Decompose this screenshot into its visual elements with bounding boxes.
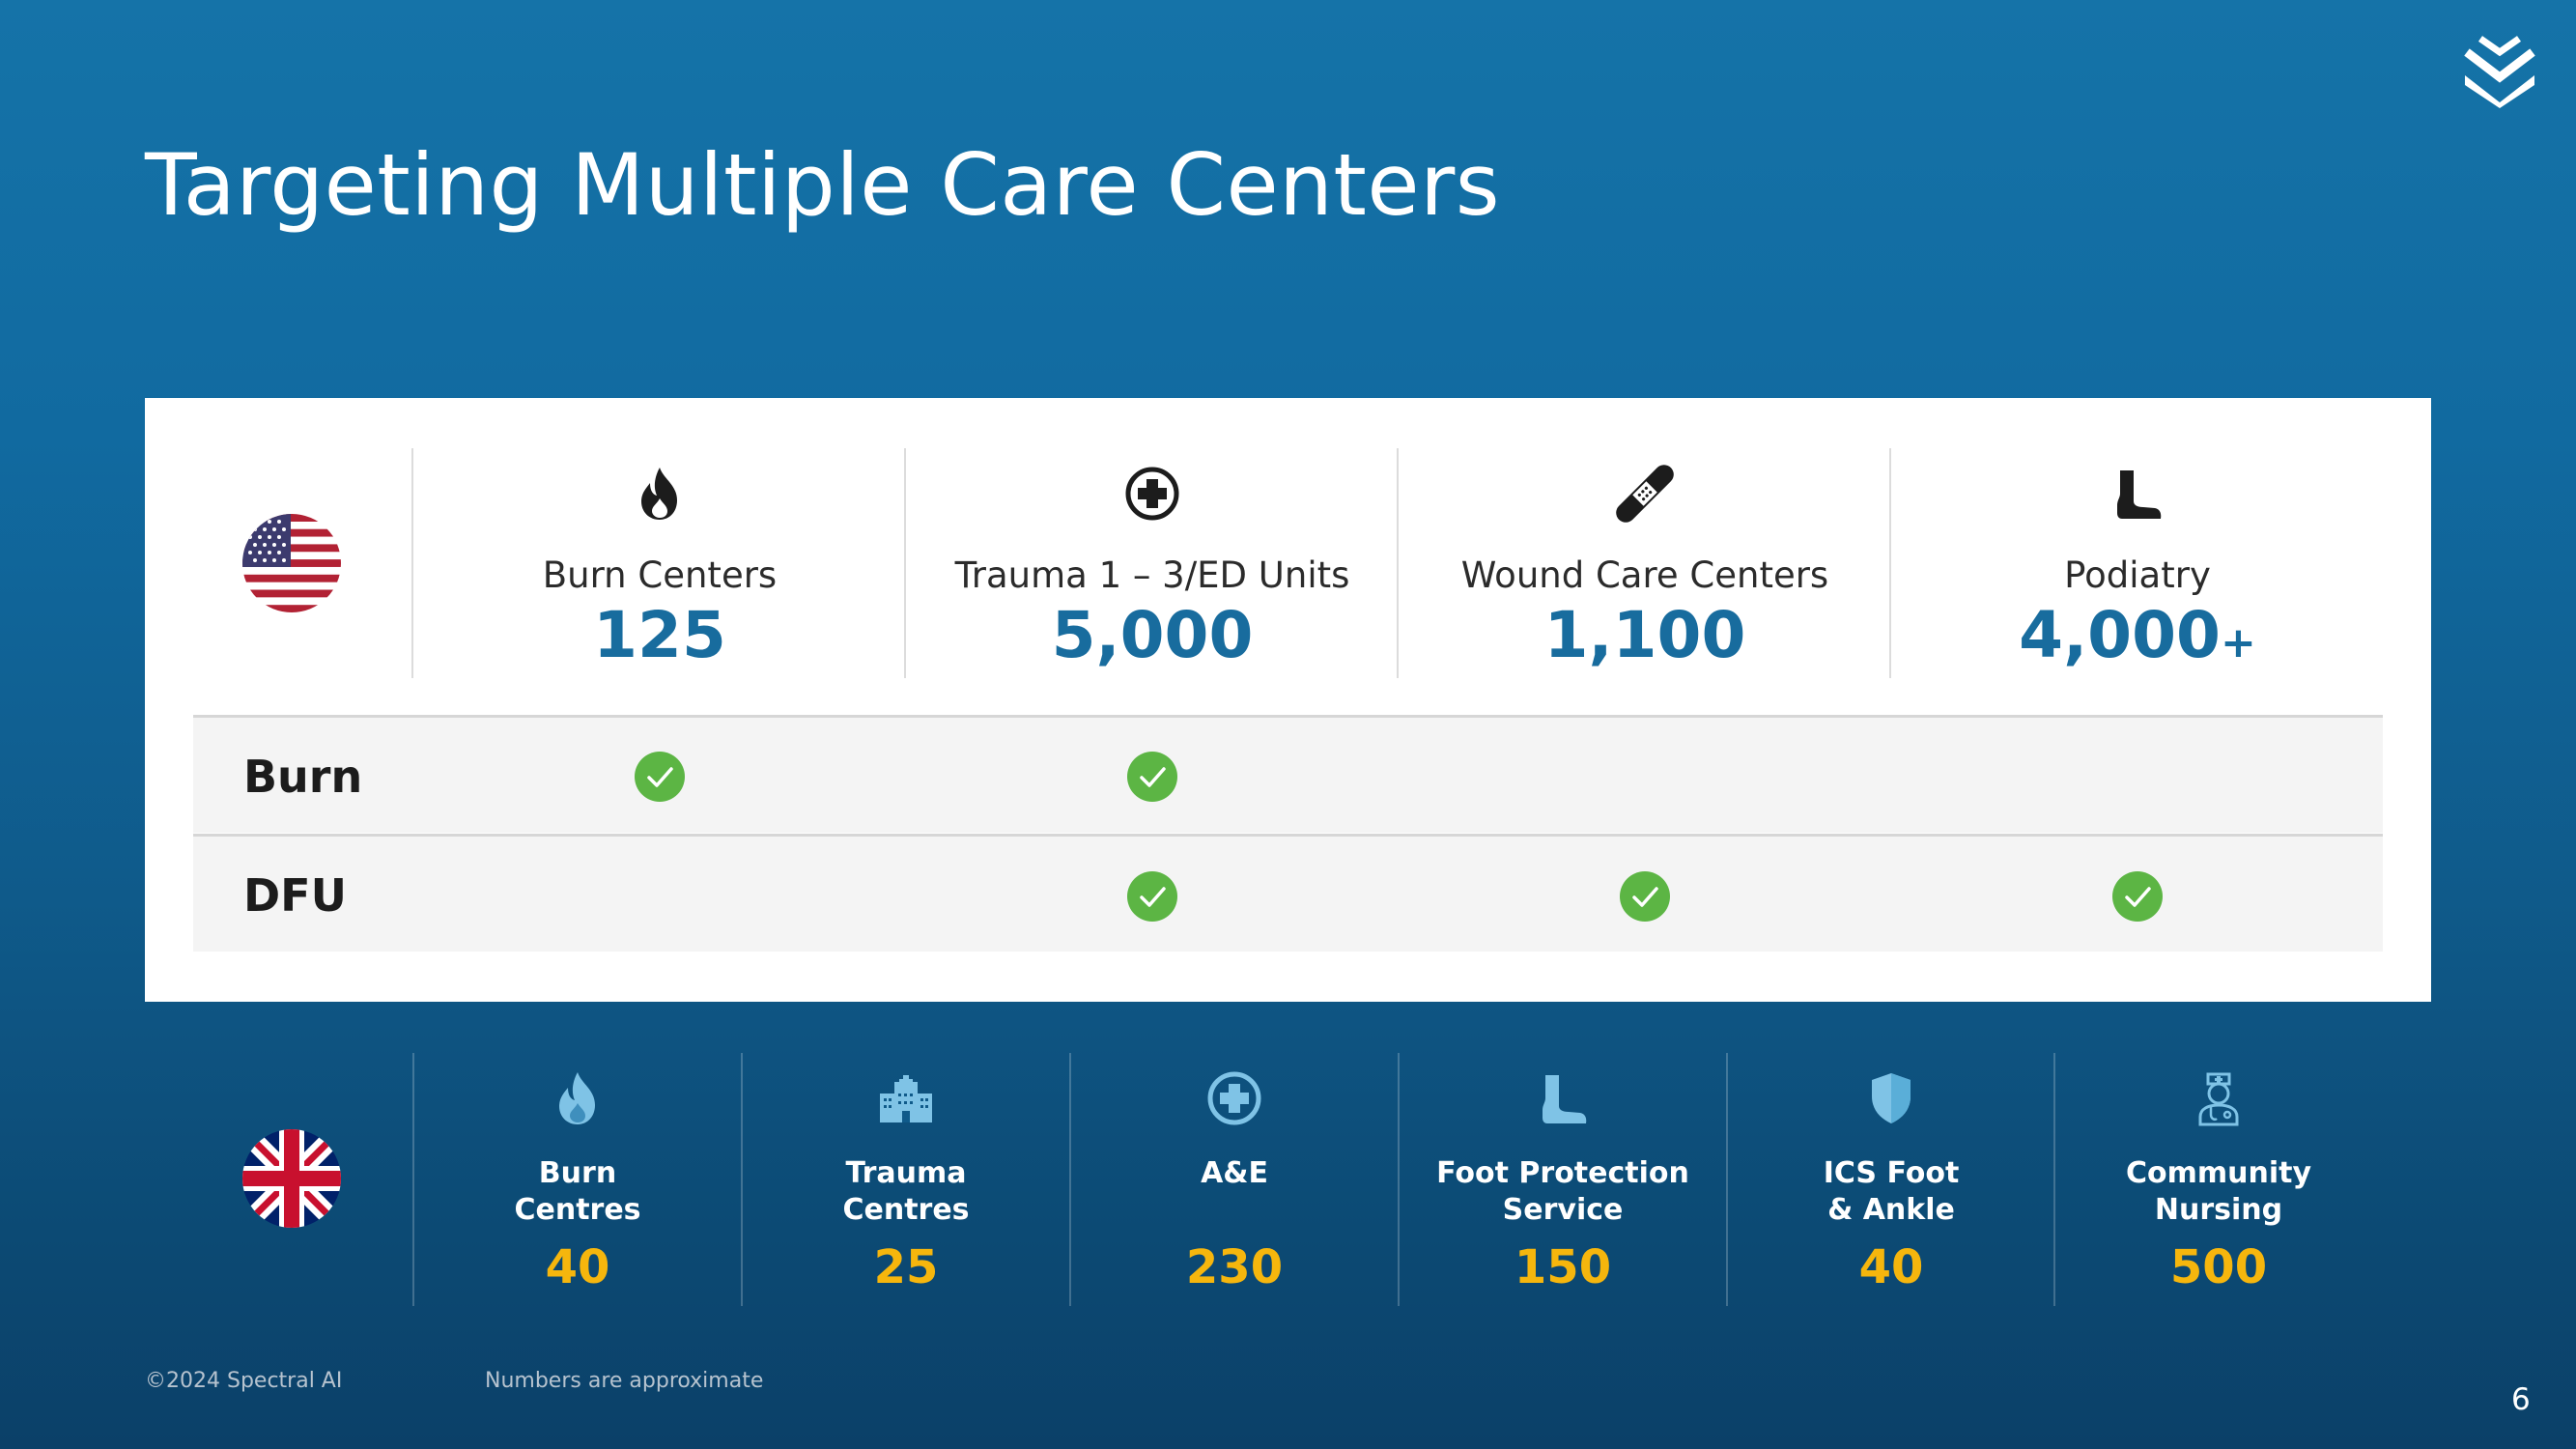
foot-icon [1543,1075,1587,1123]
column-value: 150 [1514,1240,1612,1294]
uk-flag-icon [242,1129,341,1228]
check-icon [1127,871,1177,922]
nurse-icon [2198,1072,2239,1126]
label-line: Trauma [845,1156,967,1190]
uk-column-a-and-e: A&E 230 [1070,1070,1399,1294]
uk-column-trauma-centres: Trauma Centres 25 [742,1070,1070,1294]
value-number: 4,000 [2019,598,2221,672]
column-label: Foot Protection Service [1399,1155,1727,1231]
column-label: Podiatry [2064,554,2211,596]
row-dfu: DFU [193,834,2383,952]
label-line: A&E [1201,1156,1268,1190]
column-divider [904,448,906,678]
row-burn: Burn [193,715,2383,833]
column-label: A&E [1070,1155,1399,1231]
column-value: 125 [593,598,726,672]
us-card: Burn Centers 125 Trauma 1 – 3/ED Units 5… [145,398,2431,1002]
column-label: Trauma Centres [742,1155,1070,1231]
column-divider [1726,1053,1728,1306]
uk-column-community-nursing: Community Nursing 500 [2054,1070,2383,1294]
row-label: DFU [243,869,347,922]
column-divider [741,1053,743,1306]
hospital-building-icon [880,1075,932,1122]
column-value: 500 [2169,1240,2268,1294]
column-divider [2053,1053,2055,1306]
chevrons-down-icon [2464,36,2535,108]
check-icon [2112,871,2163,922]
label-line: ICS Foot [1823,1156,1960,1190]
foot-icon [2117,470,2162,519]
us-column-trauma-ed: Trauma 1 – 3/ED Units 5,000 [906,466,1399,672]
column-label: Burn Centers [542,554,778,596]
column-divider [1398,1053,1400,1306]
row-label: Burn [243,751,363,803]
value-suffix: + [2220,618,2256,668]
label-line: Community [2125,1156,2312,1190]
column-value: 4,000+ [1891,598,2384,672]
page-number: 6 [2511,1382,2531,1417]
uk-column-ics-foot-ankle: ICS Foot & Ankle 40 [1727,1070,2055,1294]
us-column-podiatry: Podiatry 4,000+ [1891,466,2384,672]
flame-icon [641,468,677,520]
us-column-burn-centers: Burn Centers 125 [413,466,906,672]
label-line: Nursing [2154,1193,2283,1227]
column-divider [412,1053,414,1306]
uk-column-burn-centres: Burn Centres 40 [413,1070,742,1294]
column-divider [1397,448,1399,678]
label-line: Centres [842,1193,970,1227]
footnote-text: Numbers are approximate [485,1369,764,1393]
page-title: Targeting Multiple Care Centers [145,135,1501,235]
label-line: Service [1502,1193,1624,1227]
label-line: Burn [538,1156,617,1190]
column-label: ICS Foot & Ankle [1727,1155,2055,1231]
column-label: Wound Care Centers [1460,554,1829,596]
check-icon [1620,871,1670,922]
flame-icon [559,1072,595,1124]
check-icon [635,752,685,802]
us-flag-icon [242,514,341,612]
medical-cross-icon [1125,467,1179,521]
label-line: Centres [514,1193,641,1227]
us-column-wound-care: Wound Care Centers 1,100 [1399,465,1891,672]
column-value: 1,100 [1543,598,1746,672]
column-divider [411,448,413,678]
check-icon [1127,752,1177,802]
column-label: Burn Centres [413,1155,742,1231]
label-line: & Ankle [1827,1193,1955,1227]
column-value: 25 [873,1240,939,1294]
uk-column-foot-protection: Foot Protection Service 150 [1399,1070,1727,1294]
copyright-text: ©2024 Spectral AI [145,1369,343,1393]
column-value: 5,000 [1051,598,1254,672]
bandage-icon [1616,465,1674,523]
label-line: Foot Protection [1436,1156,1689,1190]
column-divider [1069,1053,1071,1306]
column-value: 40 [1858,1240,1924,1294]
column-value: 230 [1185,1240,1284,1294]
column-label: Trauma 1 – 3/ED Units [954,554,1350,596]
column-value: 40 [545,1240,610,1294]
column-divider [1889,448,1891,678]
shield-icon [1872,1073,1911,1123]
medical-cross-icon [1207,1071,1261,1125]
column-label: Community Nursing [2054,1155,2383,1231]
